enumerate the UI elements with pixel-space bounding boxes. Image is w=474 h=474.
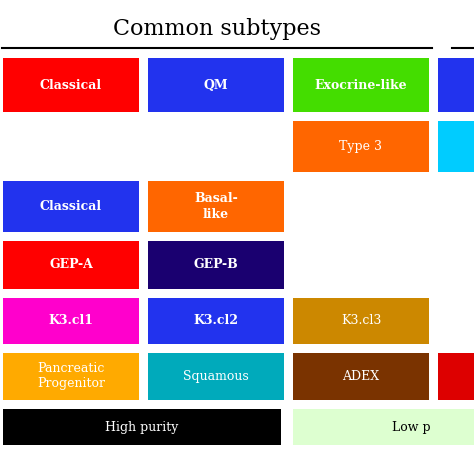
Bar — [3, 409, 281, 445]
Text: K3.cl3: K3.cl3 — [341, 315, 381, 328]
Text: Type 3: Type 3 — [339, 140, 383, 153]
Text: QM: QM — [204, 79, 228, 91]
Bar — [3, 353, 139, 400]
Text: Basal-
like: Basal- like — [194, 192, 238, 220]
Bar — [148, 181, 284, 232]
Text: Pancreatic
Progenitor: Pancreatic Progenitor — [37, 363, 105, 391]
Bar — [293, 409, 474, 445]
Text: Squamous: Squamous — [183, 370, 249, 383]
Text: Low p: Low p — [392, 420, 430, 434]
Bar — [438, 353, 474, 400]
Bar — [148, 353, 284, 400]
Bar — [438, 121, 474, 172]
Bar — [293, 298, 429, 344]
Text: ADEX: ADEX — [342, 370, 380, 383]
Text: Classical: Classical — [40, 79, 102, 91]
Bar — [293, 121, 429, 172]
Text: Common subtypes: Common subtypes — [113, 18, 321, 40]
Bar — [438, 58, 474, 112]
Text: Classical: Classical — [40, 200, 102, 213]
Bar — [293, 58, 429, 112]
Text: High purity: High purity — [105, 420, 179, 434]
Bar — [3, 58, 139, 112]
Bar — [148, 298, 284, 344]
Bar — [148, 58, 284, 112]
Bar — [3, 241, 139, 289]
Bar — [3, 181, 139, 232]
Bar — [293, 353, 429, 400]
Text: Exocrine-like: Exocrine-like — [315, 79, 407, 91]
Text: K3.cl2: K3.cl2 — [193, 315, 238, 328]
Text: GEP-B: GEP-B — [193, 258, 238, 272]
Bar — [3, 298, 139, 344]
Bar — [148, 241, 284, 289]
Text: K3.cl1: K3.cl1 — [48, 315, 93, 328]
Text: GEP-A: GEP-A — [49, 258, 93, 272]
